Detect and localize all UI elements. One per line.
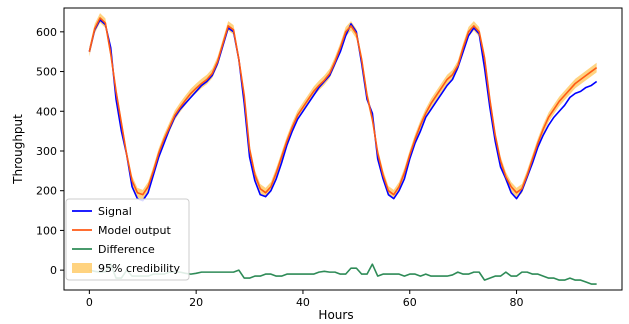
y-tick-label: 600 [36,26,57,39]
y-tick-label: 400 [36,105,57,118]
legend-label: 95% credibility [98,262,181,275]
x-tick-label: 60 [403,296,417,309]
x-tick-label: 0 [86,296,93,309]
series-signal-line [89,20,596,201]
y-tick-label: 200 [36,185,57,198]
legend: Signal Model output Difference 95% credibil… [66,199,189,280]
y-axis-label: Throughput [11,114,25,185]
x-axis-label: Hours [318,308,353,322]
legend-label: Model output [98,224,171,237]
legend-label: Signal [98,205,132,218]
x-tick-label: 20 [189,296,203,309]
legend-label: Difference [98,243,155,256]
legend-swatch [72,263,92,273]
y-tick-label: 300 [36,145,57,158]
x-tick-label: 80 [510,296,524,309]
y-tick-label: 0 [50,264,57,277]
y-tick-label: 100 [36,224,57,237]
y-tick-label: 500 [36,66,57,79]
x-tick-label: 40 [296,296,310,309]
